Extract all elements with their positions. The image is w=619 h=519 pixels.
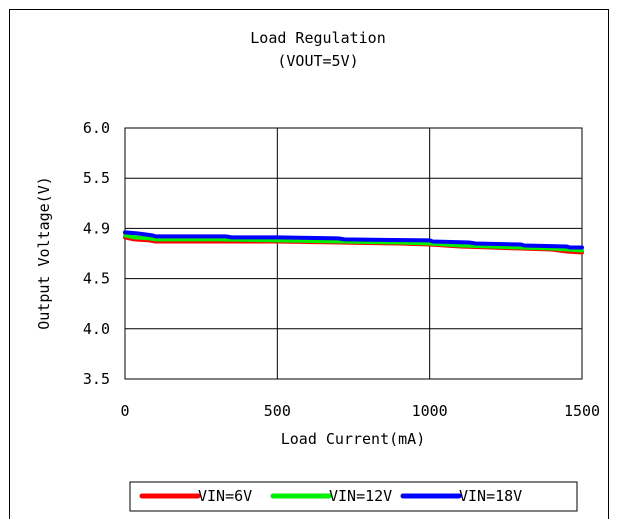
x-tick-label: 1500: [564, 402, 600, 420]
grid-lines: [125, 128, 582, 379]
chart-title: Load Regulation: [250, 29, 385, 47]
y-tick-label: 3.5: [83, 370, 110, 388]
y-axis-label: Output Voltage(V): [35, 176, 53, 330]
y-tick-labels: 3.5 4.0 4.5 4.9 5.5 6.0: [83, 119, 110, 388]
series-layer: [123, 230, 584, 255]
y-tick-label: 4.0: [83, 320, 110, 338]
y-tick-label: 6.0: [83, 119, 110, 137]
x-axis-label: Load Current(mA): [281, 430, 426, 448]
x-tick-label: 1000: [412, 402, 448, 420]
x-tick-label: 0: [120, 402, 129, 420]
chart-subtitle: (VOUT=5V): [277, 52, 358, 70]
chart-frame: [9, 9, 609, 519]
x-tick-labels: 0 500 1000 1500: [120, 402, 600, 420]
legend-label-3: VIN=18V: [459, 487, 522, 505]
plot-area: [124, 127, 583, 380]
y-tick-label: 4.5: [83, 270, 110, 288]
y-tick-label: 4.9: [83, 219, 110, 237]
series-line-2: [123, 233, 584, 253]
legend-items: VIN=6V VIN=12V VIN=18V: [139, 487, 522, 505]
x-tick-label: 500: [264, 402, 291, 420]
legend-label-2: VIN=12V: [329, 487, 392, 505]
legend-box: [129, 481, 578, 512]
legend: VIN=6V VIN=12V VIN=18V: [129, 481, 578, 512]
y-tick-label: 5.5: [83, 169, 110, 187]
series-line-3: [123, 230, 584, 250]
legend-label-1: VIN=6V: [198, 487, 252, 505]
